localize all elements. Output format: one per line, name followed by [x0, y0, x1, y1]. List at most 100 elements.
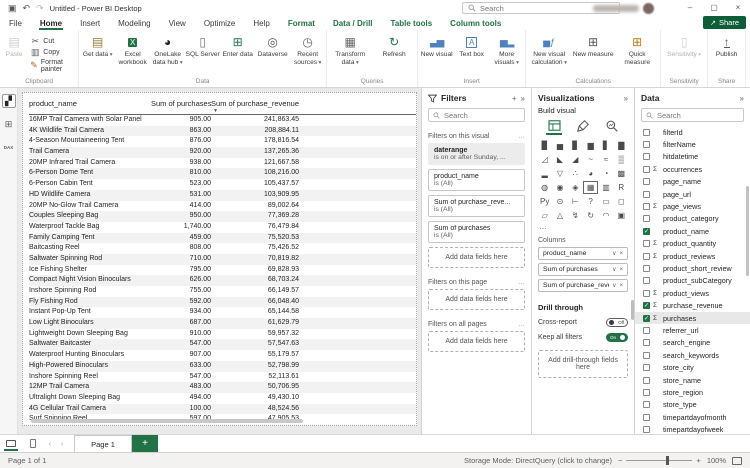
tab-data-drill[interactable]: Data / Drill — [332, 18, 373, 28]
filter-card[interactable]: Sum of purchase_reve... is (All) — [428, 195, 525, 217]
excel-workbook-button[interactable]: Excel workbook — [115, 32, 150, 77]
field-checkbox[interactable] — [643, 289, 650, 297]
field-row[interactable]: Σ product_category — [635, 213, 750, 225]
report-canvas[interactable]: product_name Sum of purchases Sum of pur… — [18, 88, 421, 434]
field-checkbox[interactable] — [643, 264, 650, 272]
visual-type-icon[interactable]: ∴ — [572, 169, 578, 178]
table-row[interactable]: Inshore Spinning Reel 547.00 52,113.61 — [29, 372, 299, 380]
horizontal-scrollbar[interactable] — [31, 419, 303, 423]
field-row[interactable]: Σ purchases — [635, 311, 750, 325]
field-row[interactable]: Σ store_name — [635, 374, 750, 386]
mobile-layout-button[interactable] — [22, 435, 44, 452]
tab-help[interactable]: Help — [253, 18, 270, 28]
redo-icon[interactable]: ↷ — [36, 2, 44, 13]
visual-type-icon[interactable]: ↯ — [571, 211, 579, 220]
table-row[interactable]: Waterproof Hunting Binoculars 907.00 55,… — [29, 351, 299, 359]
field-row[interactable]: Σ referrer_url — [635, 324, 750, 336]
field-row[interactable]: Σ timepartdayofmonth — [635, 411, 750, 423]
table-row[interactable]: 4G Cellular Trail Camera 100.00 48,524.5… — [29, 403, 416, 415]
visual-type-icon[interactable]: ◣ — [556, 155, 564, 164]
page-tab[interactable]: Page 1 — [74, 435, 132, 452]
field-checkbox[interactable] — [643, 351, 650, 359]
toggle-switch[interactable]: On — [606, 333, 628, 342]
table-row[interactable]: 6-Person Dome Tent 810.00 108,216.00 — [29, 168, 416, 180]
field-row[interactable]: Σ product_reviews — [635, 250, 750, 262]
field-row[interactable]: Σ search_engine — [635, 337, 750, 349]
gallery-more-icon[interactable]: … — [539, 222, 547, 231]
filter-card[interactable]: Sum of purchases is (All) — [428, 221, 525, 243]
table-row[interactable]: Baitcasting Reel 808.00 75,426.52 — [29, 244, 299, 252]
table-row[interactable]: 4K Wildlife Trail Camera 863.00 208,884.… — [29, 125, 416, 137]
chevron-down-icon[interactable]: ∨ — [612, 267, 617, 273]
tab-format[interactable]: Format — [287, 18, 315, 28]
report-view-button[interactable]: ▞ — [1, 94, 16, 108]
field-checkbox[interactable] — [643, 215, 650, 223]
visual-type-icon[interactable]: ⊙ — [556, 197, 564, 206]
visual-type-icon[interactable]: Py — [539, 197, 550, 206]
field-checkbox[interactable] — [643, 302, 650, 310]
column-header[interactable]: product_name — [29, 99, 77, 108]
text-box-button[interactable]: Text box — [454, 32, 489, 77]
analytics-tab[interactable] — [604, 118, 620, 133]
tab-file[interactable]: File — [9, 18, 22, 28]
visual-type-icon[interactable]: ≈ — [603, 155, 609, 164]
model-view-button[interactable]: ⊞ — [4, 118, 13, 129]
dax-query-view-button[interactable]: DAX — [3, 144, 14, 150]
chevron-down-icon[interactable]: ∨ — [612, 283, 617, 289]
field-row[interactable]: Σ page_name — [635, 176, 750, 188]
new-page-button[interactable]: + — [132, 435, 158, 452]
table-row[interactable]: Low Light Binoculars 687.00 61,629.79 — [29, 318, 416, 329]
add-data-fields-dropzone[interactable]: Add data fields here — [428, 331, 525, 352]
field-row[interactable]: Σ store_city — [635, 361, 750, 373]
refresh-button[interactable]: Refresh — [372, 32, 416, 77]
field-checkbox[interactable] — [643, 413, 650, 421]
filter-card[interactable]: product_name is (All) — [428, 169, 525, 191]
field-checkbox[interactable] — [643, 426, 650, 434]
enter-data-button[interactable]: Enter data — [220, 32, 255, 77]
field-row[interactable]: Σ filterId — [635, 126, 750, 138]
table-row[interactable]: High-Powered Binoculars 633.00 52,798.99 — [29, 360, 416, 372]
field-checkbox[interactable] — [643, 227, 650, 235]
visual-type-icon[interactable]: ▥ — [602, 183, 610, 192]
visual-type-icon[interactable]: ◉ — [556, 183, 564, 192]
new-visual-calculation-button[interactable]: New visual calculation — [527, 32, 571, 77]
toggle-switch[interactable]: Off — [606, 318, 628, 327]
vertical-scrollbar[interactable] — [746, 186, 749, 276]
table-row[interactable]: Compact Night Vision Binoculars 626.00 6… — [29, 275, 416, 286]
field-checkbox[interactable] — [643, 165, 650, 173]
tab-view[interactable]: View — [168, 18, 186, 28]
storage-mode-link[interactable]: Storage Mode: DirectQuery (click to chan… — [464, 456, 613, 465]
remove-field-icon[interactable]: × — [619, 250, 623, 257]
visual-type-icon[interactable]: ◍ — [541, 183, 549, 192]
tab-modeling[interactable]: Modeling — [118, 18, 151, 28]
field-checkbox[interactable] — [643, 252, 650, 260]
visual-type-icon[interactable]: ▣ — [617, 211, 626, 220]
add-drillthrough-dropzone[interactable]: Add drill-through fields here — [538, 350, 628, 378]
fit-to-page-icon[interactable] — [732, 456, 742, 465]
field-checkbox[interactable] — [643, 178, 650, 186]
visual-type-icon[interactable]: ▂ — [541, 169, 548, 178]
table-row[interactable]: 4-Season Mountaineering Tent 876.00 178,… — [29, 137, 299, 145]
visual-type-icon[interactable]: ? — [588, 197, 593, 206]
field-row[interactable]: Σ product_quantity — [635, 238, 750, 250]
quick-measure-button[interactable]: Quick measure — [615, 32, 659, 77]
field-checkbox[interactable] — [643, 364, 650, 372]
desktop-layout-button[interactable] — [0, 435, 22, 452]
field-checkbox[interactable] — [643, 314, 650, 322]
visual-type-icon[interactable]: ▅ — [556, 141, 564, 150]
field-row[interactable]: Σ timepartdayofweek — [635, 423, 750, 435]
table-row[interactable]: 20MP Infrared Trail Camera 938.00 121,66… — [29, 158, 299, 166]
visual-type-icon[interactable]: ▱ — [541, 211, 548, 220]
visual-type-icon[interactable]: ▩ — [617, 169, 626, 178]
sql-server-button[interactable]: SQL Server — [185, 32, 220, 77]
table-row[interactable]: 12MP Trail Camera 483.00 50,706.95 — [29, 382, 416, 393]
visual-type-icon[interactable]: ▭ — [602, 197, 610, 206]
field-checkbox[interactable] — [643, 203, 650, 211]
publish-button[interactable]: Publish — [709, 32, 744, 77]
new-visual-button[interactable]: New visual — [419, 32, 454, 77]
zoom-in-icon[interactable]: + — [696, 456, 701, 465]
visual-type-icon[interactable]: ◿ — [541, 155, 548, 164]
zoom-slider-thumb[interactable] — [666, 456, 670, 465]
table-row[interactable]: Lightweight Down Sleeping Bag 910.00 59,… — [29, 329, 299, 337]
collapse-pane-icon[interactable]: » — [739, 93, 744, 103]
